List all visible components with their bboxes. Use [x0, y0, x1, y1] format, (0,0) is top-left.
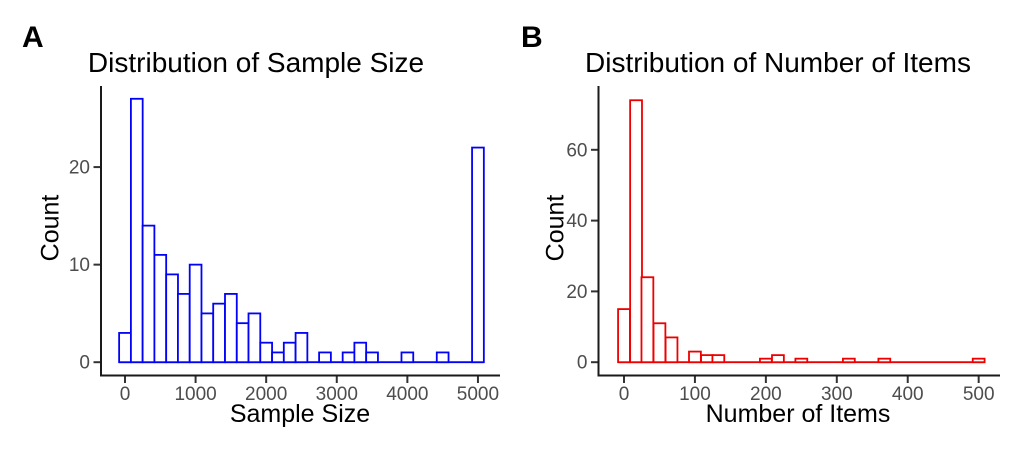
histogram-bar	[141, 224, 156, 364]
histogram-bar	[400, 351, 415, 364]
histogram-bar	[794, 357, 809, 364]
histogram-bar	[877, 357, 892, 364]
histogram-bar	[842, 357, 856, 364]
panel-b-x-axis-label: Number of Items	[705, 400, 891, 428]
x-tick-label: 500	[963, 384, 995, 405]
y-tick-label: 20	[69, 158, 90, 179]
histogram-bar	[640, 276, 655, 364]
panel-a-title: Distribution of Sample Size	[87, 47, 425, 78]
y-tick-label: 40	[566, 211, 587, 232]
histogram-bar	[118, 332, 132, 364]
panel-a-plot: 0 1000 2000 3000 4000 5000 0 10 20	[69, 86, 500, 405]
panel-b-label: B	[521, 21, 543, 54]
histogram-bar	[212, 302, 226, 364]
histogram-bar	[700, 354, 714, 364]
histogram-bar	[235, 322, 250, 364]
histogram-bar	[153, 253, 168, 364]
x-tick-label: 0	[619, 384, 630, 405]
y-tick-label: 20	[566, 282, 587, 303]
histogram-bar	[282, 341, 297, 364]
x-tick-label: 4000	[386, 384, 428, 405]
histogram-bar	[200, 312, 215, 364]
histogram-bar	[188, 263, 203, 364]
x-tick-label: 300	[821, 384, 853, 405]
histogram-bar	[971, 357, 986, 364]
y-tick-label: 0	[79, 353, 90, 374]
panel-b-title: Distribution of Number of Items	[585, 47, 971, 78]
x-tick-label: 100	[679, 384, 711, 405]
x-tick-label: 400	[892, 384, 924, 405]
histogram-bar	[771, 354, 785, 364]
panel-a: A Distribution of Sample Size Sample Siz…	[22, 21, 500, 428]
histogram-bar	[711, 354, 726, 364]
x-tick-label: 200	[750, 384, 782, 405]
histogram-bar	[341, 351, 356, 364]
histogram-bar	[177, 293, 191, 364]
x-tick-label: 5000	[457, 384, 499, 405]
histogram-bar	[129, 97, 144, 364]
histogram-bar	[247, 312, 262, 364]
histogram-bar	[435, 351, 450, 364]
histogram-bar	[224, 293, 238, 364]
histogram-bar	[259, 341, 273, 364]
histogram-bar	[318, 351, 332, 364]
x-tick-label: 3000	[316, 384, 358, 405]
histogram-bar	[271, 351, 285, 364]
histogram-bar	[759, 357, 773, 364]
histogram-bar	[165, 273, 179, 364]
histogram-bar	[629, 99, 643, 364]
panel-b-plot: 0 100 200 300 400 500 0 20 40 60	[566, 86, 1000, 405]
histogram-bar	[664, 336, 679, 364]
histogram-bar	[294, 332, 309, 364]
histogram-bar	[652, 322, 667, 364]
panel-b: B Distribution of Number of Items Number…	[510, 0, 1020, 452]
panel-a-label: A	[22, 21, 44, 54]
histogram-bar	[688, 350, 702, 364]
panel-a-x-axis-label: Sample Size	[229, 400, 371, 428]
x-tick-label: 2000	[245, 384, 287, 405]
x-tick-label: 1000	[174, 384, 216, 405]
y-tick-label: 0	[577, 353, 588, 374]
y-tick-label: 10	[69, 255, 90, 276]
histogram-bar	[617, 308, 631, 364]
histogram-bar	[365, 351, 379, 364]
x-tick-label: 0	[120, 384, 131, 405]
y-tick-label: 60	[566, 140, 587, 161]
histogram-bar	[353, 341, 368, 364]
histogram-bar	[471, 146, 485, 364]
